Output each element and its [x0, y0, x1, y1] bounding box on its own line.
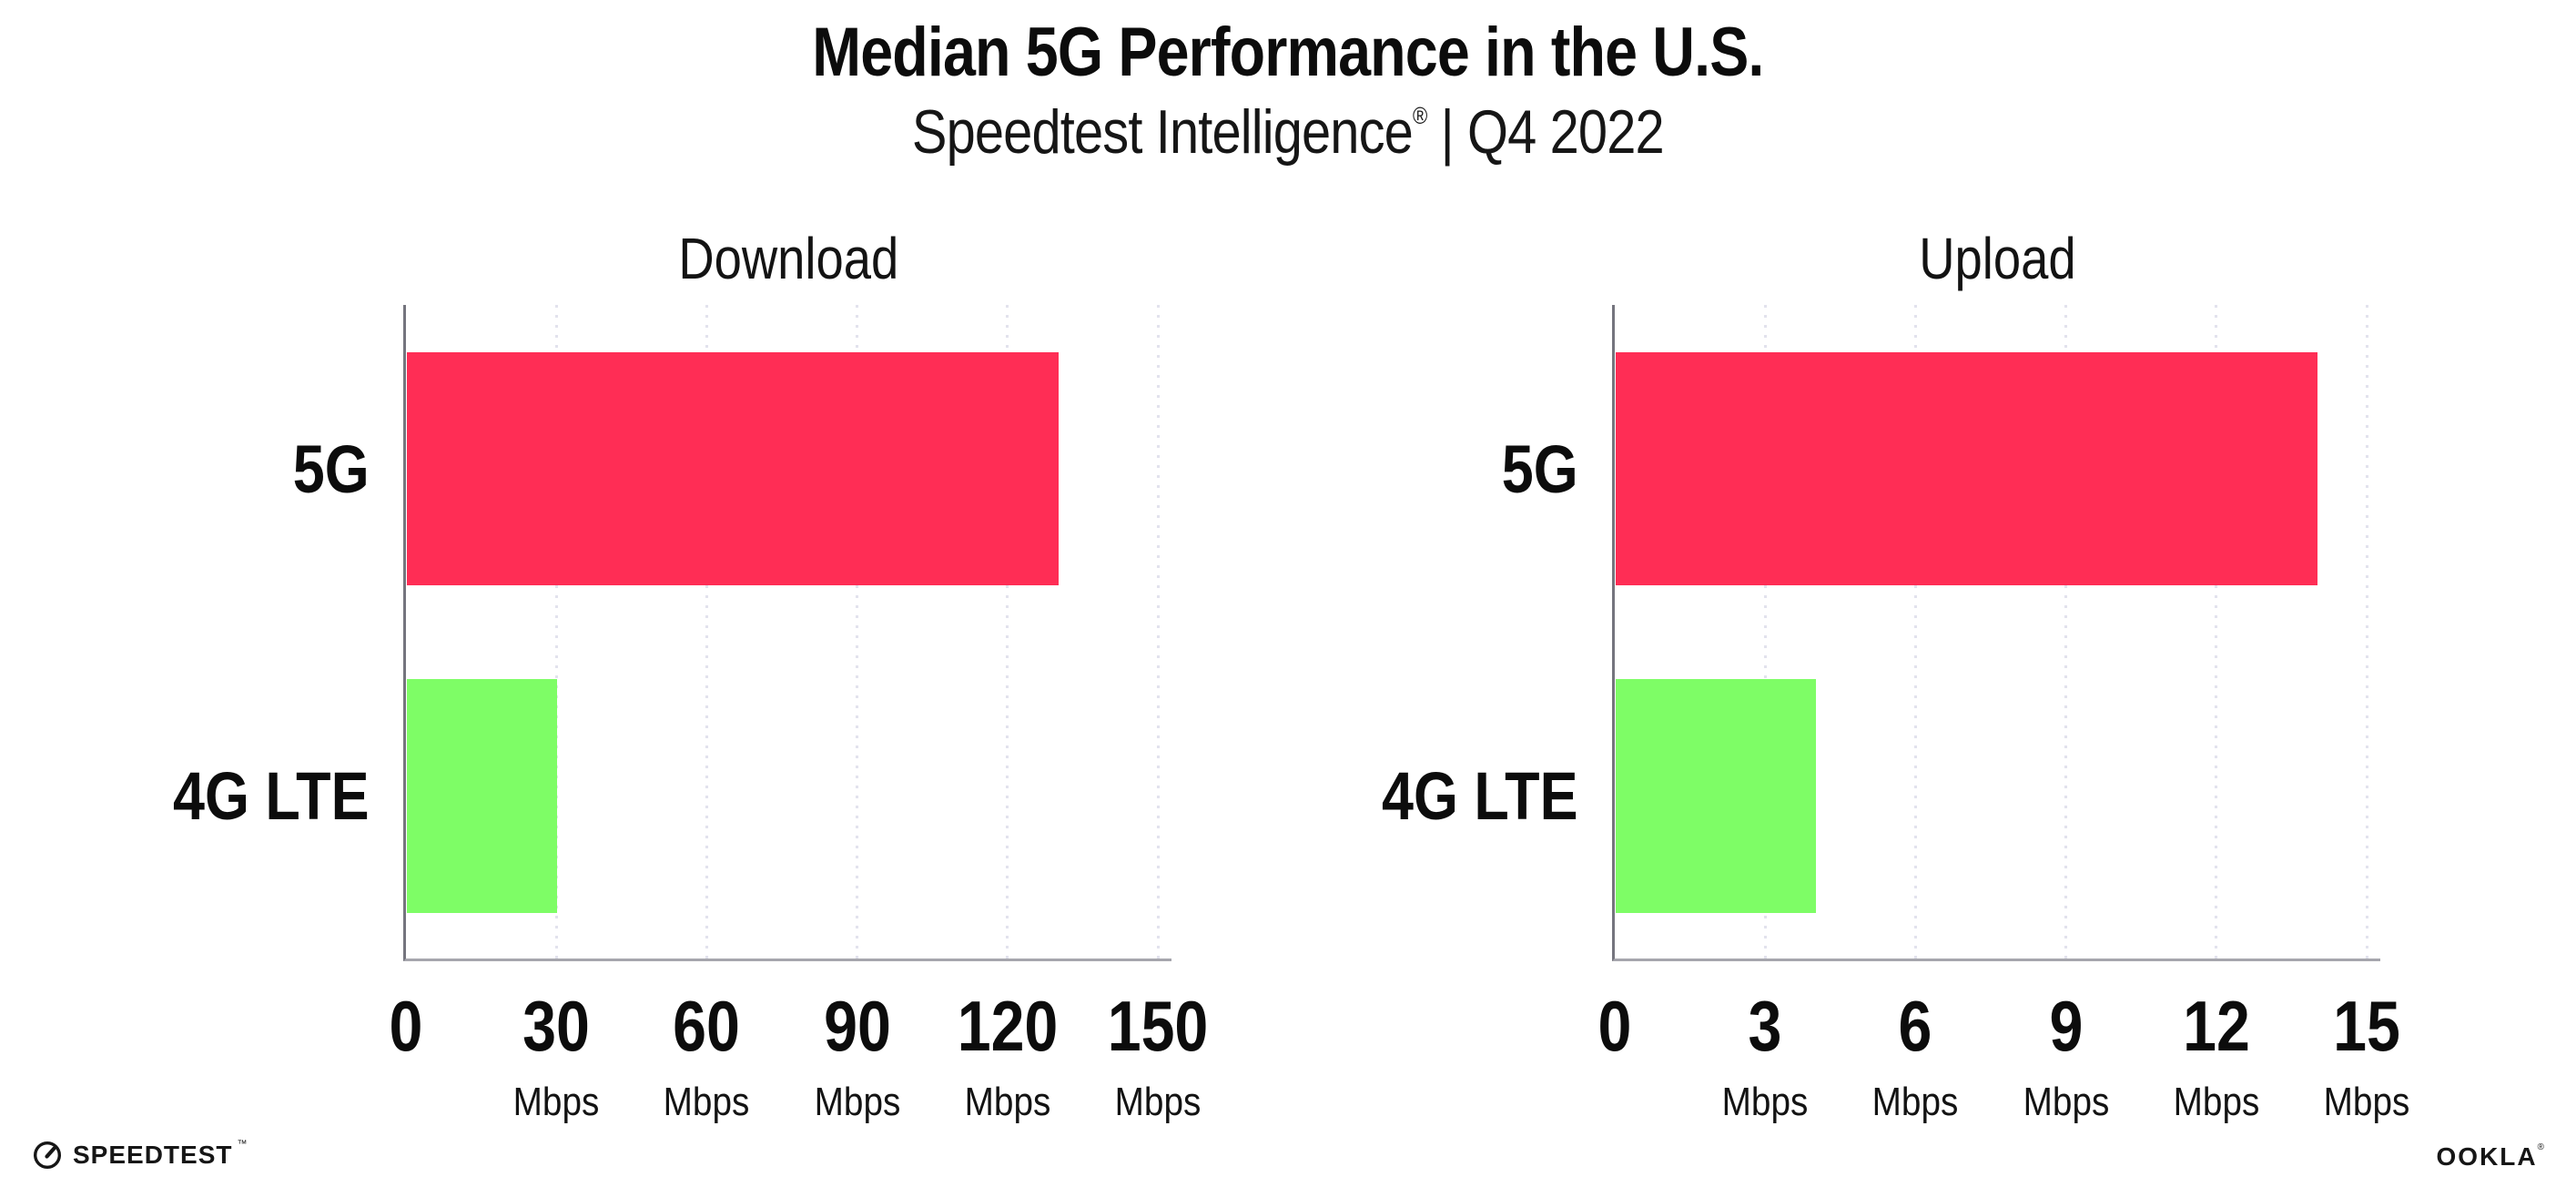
bar-4g-lte — [1616, 679, 1817, 913]
x-tick-unit-15: Mbps — [2323, 1080, 2410, 1124]
x-tick-label-0: 0 — [1597, 986, 1632, 1066]
category-label-text: 4G LTE — [173, 758, 370, 834]
bar-4g-lte — [407, 679, 558, 913]
gridline-9 — [2064, 305, 2068, 959]
gridline-12 — [2215, 305, 2218, 959]
x-tick-label-90: 90 — [823, 986, 891, 1066]
category-label-text: 5G — [293, 431, 370, 507]
page-title: Median 5G Performance in the U.S. — [0, 13, 2576, 92]
chart-title-text: Download — [678, 226, 899, 291]
x-tick-label-3: 3 — [1748, 986, 1782, 1066]
trademark-mark: ™ — [237, 1139, 248, 1150]
x-tick-unit-3: Mbps — [1721, 1080, 1809, 1124]
upload-chart: Upload 0 3 Mbps 6 Mbps 9 Mbps 12 Mbps 15 Mbps 5G 4G … — [1382, 226, 2409, 1124]
page-title-text: Median 5G Performance in the U.S. — [812, 14, 1764, 91]
gridline-90 — [856, 305, 859, 959]
gridline-15 — [2365, 305, 2368, 959]
ookla-logo: OOKLA ® — [2437, 1141, 2544, 1172]
speedtest-logo: SPEEDTEST ™ — [32, 1137, 247, 1173]
ookla-registered-mark: ® — [2537, 1142, 2544, 1152]
category-label-text: 5G — [1502, 431, 1578, 507]
x-tick-unit-6: Mbps — [1872, 1080, 1959, 1124]
x-tick-label-6: 6 — [1898, 986, 1932, 1066]
x-tick-label-0: 0 — [389, 986, 423, 1066]
category-label-5g: 5G — [1187, 352, 1578, 585]
bar-5g — [407, 352, 1059, 585]
x-tick-unit-60: Mbps — [664, 1080, 750, 1124]
registered-mark: ® — [1413, 102, 1427, 129]
x-tick-unit-12: Mbps — [2173, 1080, 2260, 1124]
x-tick-unit-30: Mbps — [512, 1080, 600, 1124]
speedtest-wordmark: SPEEDTEST — [73, 1141, 233, 1169]
page-subtitle-text: Speedtest Intelligence® | Q4 2022 — [912, 96, 1665, 167]
ookla-wordmark: OOKLA — [2436, 1142, 2538, 1171]
speedtest-gauge-icon — [33, 1141, 62, 1170]
gridline-3 — [1763, 305, 1767, 959]
category-label-4g-lte: 4G LTE — [0, 679, 370, 913]
x-tick-unit-150: Mbps — [1114, 1080, 1202, 1124]
x-tick-label-60: 60 — [673, 986, 741, 1066]
x-tick-unit-90: Mbps — [814, 1080, 900, 1124]
gridline-6 — [1913, 305, 1917, 959]
x-tick-unit-120: Mbps — [964, 1080, 1051, 1124]
gridline-150 — [1156, 305, 1160, 959]
category-label-5g: 5G — [0, 352, 370, 585]
x-tick-label-12: 12 — [2182, 986, 2250, 1066]
bar-5g — [1616, 352, 2317, 585]
chart-title: Download — [406, 225, 1171, 292]
subtitle-brand: Speedtest Intelligence — [912, 97, 1414, 167]
gridline-30 — [554, 305, 558, 959]
x-tick-label-30: 30 — [522, 986, 591, 1066]
page-subtitle: Speedtest Intelligence® | Q4 2022 — [0, 96, 2576, 167]
download-chart: Download 0 30 Mbps 60 Mbps 90 Mbps 120 Mbps 150 Mb… — [173, 226, 1208, 1124]
x-tick-label-9: 9 — [2049, 986, 2084, 1066]
chart-title: Upload — [1615, 225, 2380, 292]
gridline-120 — [1006, 305, 1009, 959]
category-label-4g-lte: 4G LTE — [1187, 679, 1578, 913]
x-tick-unit-9: Mbps — [2023, 1080, 2109, 1124]
x-tick-label-120: 120 — [957, 986, 1059, 1066]
x-tick-label-15: 15 — [2333, 986, 2400, 1066]
category-label-text: 4G LTE — [1382, 758, 1578, 834]
chart-title-text: Upload — [1919, 226, 2076, 291]
gridline-60 — [705, 305, 708, 959]
x-tick-label-150: 150 — [1107, 986, 1209, 1066]
subtitle-period: | Q4 2022 — [1426, 97, 1665, 167]
